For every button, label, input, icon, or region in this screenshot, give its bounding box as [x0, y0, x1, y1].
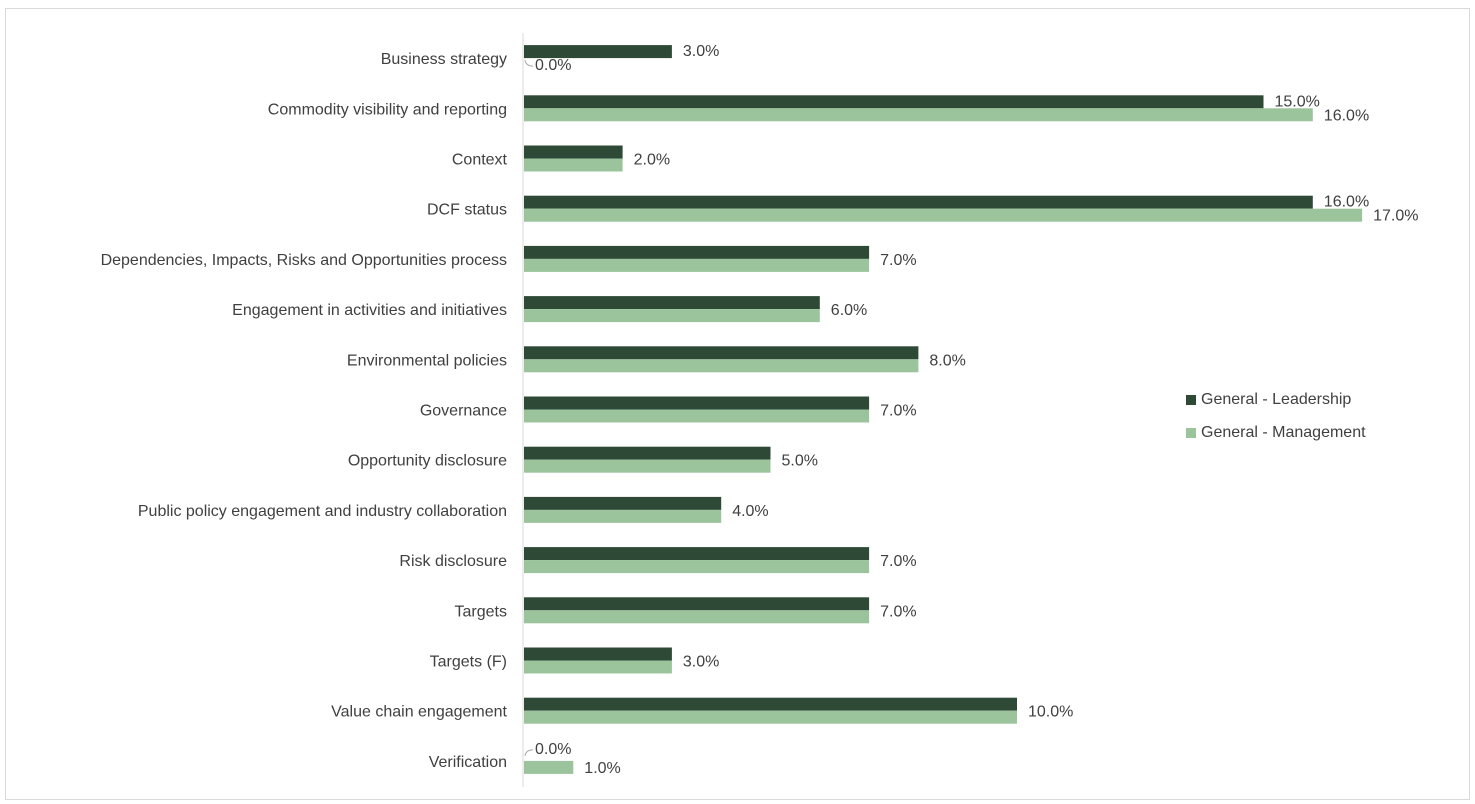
category-label: Commodity visibility and reporting — [268, 101, 507, 118]
data-label-management: 6.0% — [831, 302, 867, 319]
category-label: Governance — [420, 403, 507, 420]
category-label: Opportunity disclosure — [348, 453, 507, 470]
bar-leadership — [524, 597, 870, 611]
data-labels: 3.0%0.0%15.0%16.0%2.0%16.0%17.0%7.0%6.0%… — [524, 43, 1418, 777]
data-label-management: 7.0% — [880, 252, 916, 269]
bar-leadership — [524, 547, 870, 561]
legend-item-management: General - Management — [1186, 416, 1366, 449]
data-label-leadership: 8.0% — [929, 352, 965, 369]
chart-frame — [5, 8, 1470, 800]
data-label-leadership: 16.0% — [1324, 194, 1369, 211]
data-label-leadership: 7.0% — [880, 553, 916, 570]
data-label-management: 4.0% — [732, 503, 768, 520]
bar-management — [524, 309, 820, 323]
bar-leadership — [524, 697, 1017, 711]
data-label-leadership: 7.0% — [880, 603, 916, 620]
bars — [524, 45, 1363, 774]
legend-label-management: General - Management — [1201, 423, 1366, 441]
category-label: Business strategy — [381, 51, 507, 68]
bar-leadership — [524, 245, 870, 259]
bar-leadership — [524, 647, 672, 661]
bar-leadership — [524, 195, 1313, 209]
category-label: Value chain engagement — [331, 704, 507, 721]
bar-management — [524, 208, 1363, 222]
bar-leadership — [524, 396, 870, 410]
category-label: Targets — [455, 603, 507, 620]
bar-leadership — [524, 346, 919, 360]
bar-management — [524, 660, 672, 674]
bar-management — [524, 108, 1313, 122]
data-label-management: 17.0% — [1373, 208, 1418, 225]
bar-management — [524, 158, 623, 172]
category-labels: Business strategy Commodity visibility an… — [101, 51, 508, 771]
bar-management — [524, 359, 919, 373]
bar-management — [524, 560, 870, 574]
data-label-management: 10.0% — [1028, 704, 1073, 721]
bar-leadership — [524, 45, 672, 59]
category-label: Risk disclosure — [399, 553, 507, 570]
data-label-management: 16.0% — [1324, 107, 1369, 124]
data-label-leadership: 7.0% — [880, 403, 916, 420]
category-label: Context — [452, 152, 508, 169]
category-label: Public policy engagement and industry co… — [138, 503, 507, 520]
category-label: Dependencies, Impacts, Risks and Opportu… — [101, 252, 507, 269]
bar-management — [524, 258, 870, 272]
bar-management — [524, 610, 870, 624]
data-label-leadership: 0.0% — [535, 741, 571, 758]
data-label-leadership: 3.0% — [683, 43, 719, 60]
bar-management — [524, 459, 771, 473]
data-label-management: 5.0% — [782, 453, 818, 470]
bar-management — [524, 710, 1017, 724]
legend-item-leadership: General - Leadership — [1186, 383, 1366, 416]
legend-swatch-management — [1186, 427, 1196, 438]
legend-swatch-leadership — [1186, 394, 1196, 405]
category-label: DCF status — [427, 202, 507, 219]
legend: General - Leadership General - Managemen… — [1186, 383, 1366, 449]
bar-leadership — [524, 95, 1264, 109]
data-label-management: 2.0% — [634, 152, 670, 169]
data-label-management: 3.0% — [683, 654, 719, 671]
bar-leadership — [524, 145, 623, 159]
bar-leadership — [524, 296, 820, 310]
legend-label-leadership: General - Leadership — [1201, 390, 1352, 408]
bar-management — [524, 509, 722, 523]
category-label: Environmental policies — [347, 352, 507, 369]
category-label: Verification — [429, 754, 507, 771]
bar-leadership — [524, 496, 722, 510]
bar-leadership — [524, 446, 771, 460]
bar-management — [524, 409, 870, 423]
category-label: Targets (F) — [430, 654, 507, 671]
data-label-leadership: 15.0% — [1275, 93, 1320, 110]
data-label-management: 0.0% — [535, 57, 571, 74]
data-label-management: 1.0% — [584, 760, 620, 777]
leader-line — [524, 59, 534, 67]
leader-line — [524, 749, 534, 757]
bar-management — [524, 760, 574, 774]
category-label: Engagement in activities and initiatives — [232, 302, 507, 319]
